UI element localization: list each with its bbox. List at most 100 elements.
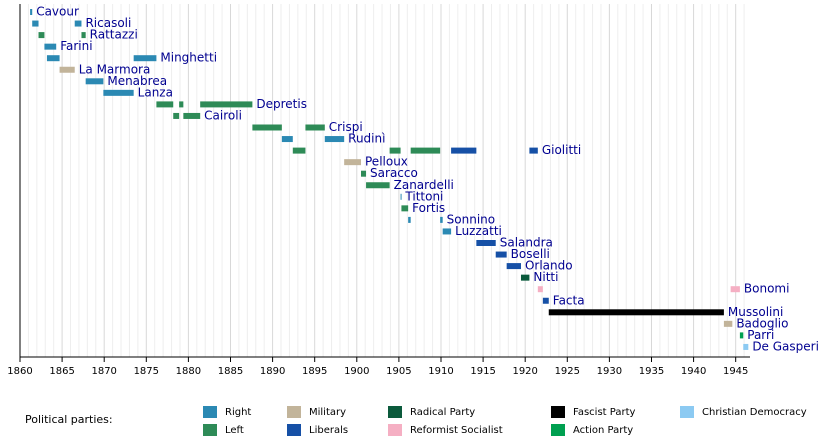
x-tick-label: 1860 <box>7 366 32 377</box>
pm-label: Mussolini <box>728 305 783 319</box>
legend-swatch <box>203 424 217 436</box>
x-tick-label: 1915 <box>470 366 495 377</box>
term-bar <box>32 20 39 27</box>
term-bar <box>400 193 402 200</box>
term-bar <box>281 136 293 143</box>
term-bar <box>548 309 724 316</box>
term-bar <box>451 147 477 154</box>
legend-swatch <box>551 424 565 436</box>
term-bar <box>74 20 82 27</box>
x-tick-label: 1865 <box>49 366 74 377</box>
term-bar <box>252 124 282 131</box>
pm-label: Rudinì <box>348 132 385 146</box>
term-bar <box>85 78 104 85</box>
x-tick-label: 1910 <box>428 366 453 377</box>
term-bar <box>344 159 362 166</box>
term-bar <box>156 101 174 108</box>
pm-label: Sonnino <box>447 212 495 226</box>
term-bar <box>81 32 86 39</box>
x-tick-label: 1930 <box>597 366 622 377</box>
term-bar <box>30 9 33 15</box>
term-bar <box>542 297 549 304</box>
term-bar <box>401 205 409 212</box>
legend-label: Liberals <box>309 425 348 436</box>
term-bar <box>46 55 60 62</box>
pm-label: De Gasperi <box>752 339 819 353</box>
legend-title: Political parties: <box>25 413 113 426</box>
pm-label: Minghetti <box>160 51 217 65</box>
term-bar <box>133 55 157 62</box>
legend-swatch <box>388 406 402 418</box>
term-bar <box>410 147 441 154</box>
term-bar <box>389 147 401 154</box>
pm-label: Lanza <box>138 85 173 99</box>
term-bar <box>442 228 452 235</box>
pm-label: Tittoni <box>404 189 443 203</box>
pm-label: Cavour <box>36 5 79 19</box>
pm-label: Saracco <box>370 166 418 180</box>
pm-label: Farini <box>60 39 92 53</box>
term-bar <box>173 112 180 119</box>
pm-label: La Marmora <box>79 62 151 76</box>
x-tick-label: 1895 <box>302 366 327 377</box>
pm-label: Boselli <box>511 247 550 261</box>
term-bar <box>200 101 253 108</box>
term-bar <box>103 89 134 96</box>
pm-label: Cairoli <box>204 108 242 122</box>
term-bar <box>183 112 201 119</box>
pm-label: Menabrea <box>107 74 167 88</box>
pm-label: Orlando <box>525 259 573 273</box>
legend-label: Reformist Socialist <box>410 425 503 436</box>
term-bar <box>440 216 443 223</box>
term-bar <box>739 332 744 339</box>
legend-label: Military <box>309 407 346 418</box>
term-bar <box>38 32 45 39</box>
term-bar <box>476 240 496 246</box>
x-tick-label: 1885 <box>218 366 243 377</box>
x-tick-label: 1945 <box>723 366 748 377</box>
x-tick-label: 1880 <box>176 366 201 377</box>
x-tick-label: 1875 <box>134 366 159 377</box>
x-tick-label: 1870 <box>91 366 116 377</box>
term-bar <box>179 101 184 108</box>
pm-label: Depretis <box>256 97 307 111</box>
legend-swatch <box>287 406 301 418</box>
term-bar <box>366 182 390 189</box>
legend-label: Left <box>225 425 244 436</box>
term-bar <box>743 343 749 350</box>
pm-label: Zanardelli <box>394 178 454 192</box>
legend-swatch <box>287 424 301 436</box>
x-tick-label: 1920 <box>512 366 537 377</box>
pm-label: Nitti <box>533 270 558 284</box>
pm-label: Parri <box>747 328 774 342</box>
pm-label: Facta <box>553 293 585 307</box>
term-bar <box>59 66 75 73</box>
term-bar <box>44 43 57 50</box>
x-tick-label: 1925 <box>555 366 580 377</box>
pm-label: Badoglio <box>736 316 788 330</box>
pm-label: Fortis <box>412 201 445 215</box>
x-tick-label: 1935 <box>639 366 664 377</box>
term-bar <box>520 274 530 281</box>
legend-label: Right <box>225 407 251 418</box>
term-bar <box>361 170 367 177</box>
legend-label: Radical Party <box>410 407 475 418</box>
x-tick-label: 1940 <box>681 366 706 377</box>
term-bar <box>529 147 538 154</box>
x-tick-label: 1890 <box>260 366 285 377</box>
x-tick-label: 1900 <box>344 366 369 377</box>
pm-label: Rattazzi <box>90 28 138 42</box>
term-bar <box>324 136 345 143</box>
pm-label: Pelloux <box>365 155 408 169</box>
term-bar <box>723 320 733 327</box>
legend-swatch <box>680 406 694 418</box>
term-bar <box>537 286 543 293</box>
legend-swatch <box>388 424 402 436</box>
pm-label: Ricasoli <box>85 16 131 30</box>
pm-label: Bonomi <box>744 282 790 296</box>
legend-label: Christian Democracy <box>702 407 807 418</box>
pm-label: Crispi <box>329 120 363 134</box>
term-bar <box>305 124 325 131</box>
term-bar <box>408 216 411 223</box>
pm-label: Luzzatti <box>455 224 502 238</box>
